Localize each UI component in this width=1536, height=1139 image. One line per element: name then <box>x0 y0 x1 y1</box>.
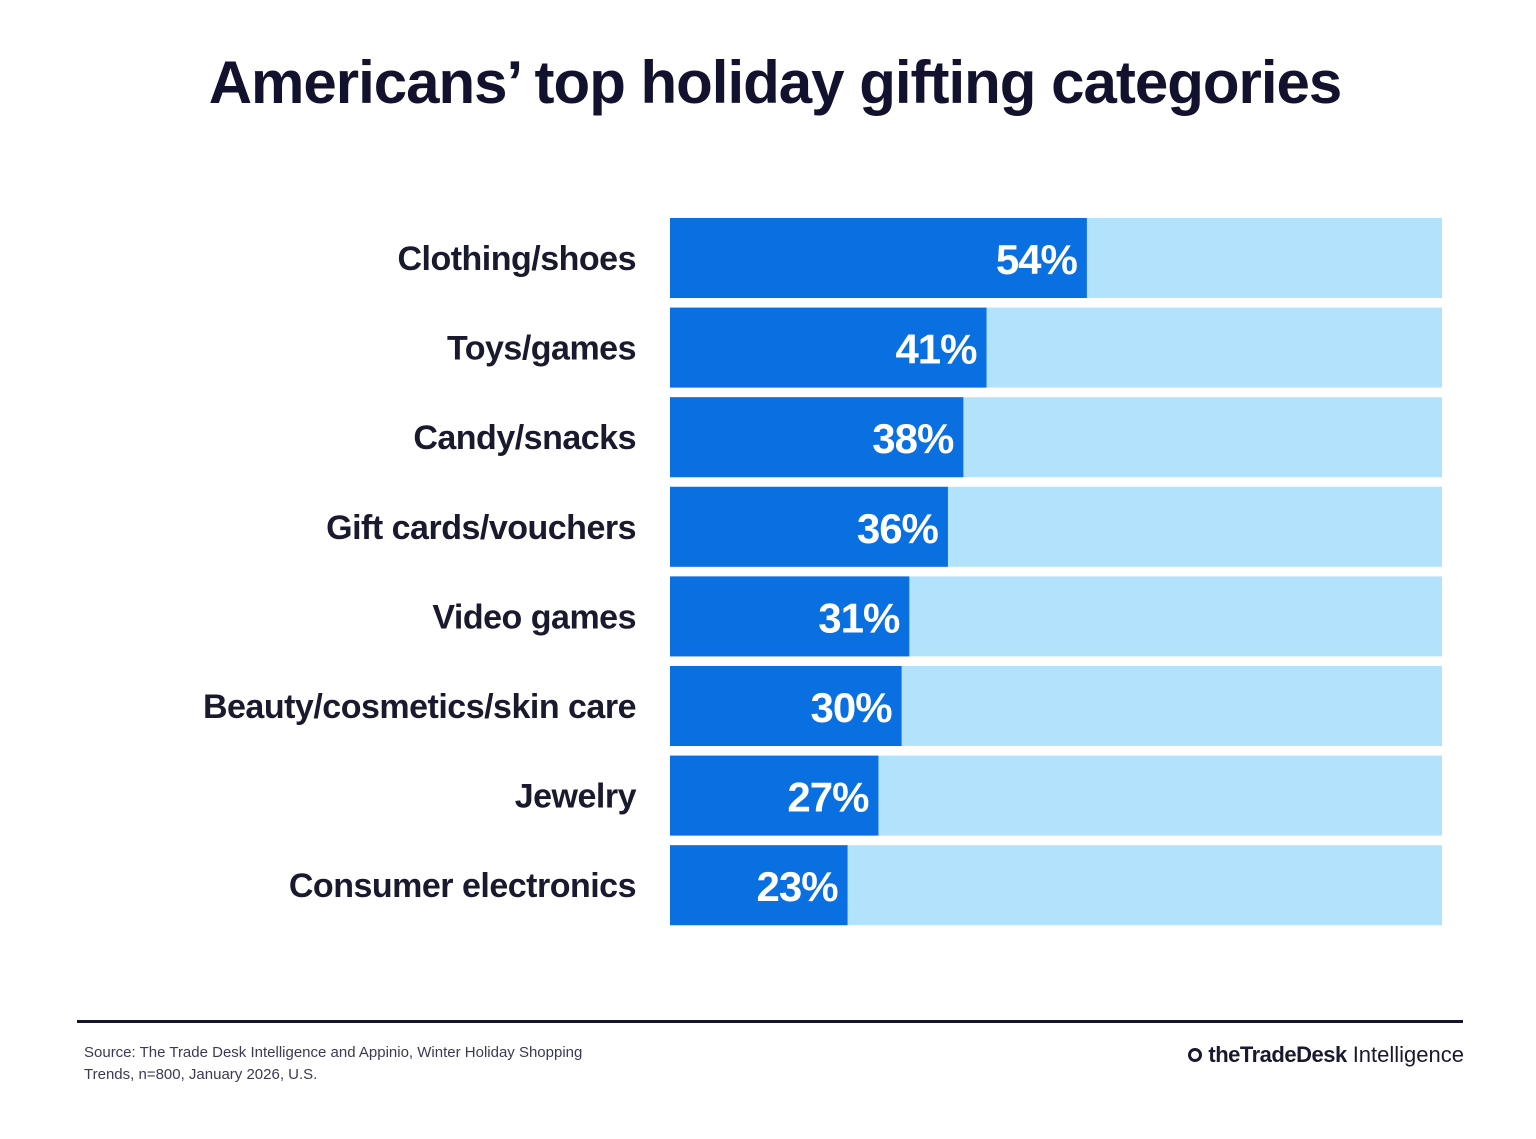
bar <box>670 218 1087 298</box>
footer-divider <box>77 1020 1463 1023</box>
chart-title: Americans’ top holiday gifting categorie… <box>208 49 1343 116</box>
category-label: Video games <box>432 598 636 636</box>
value-label: 23% <box>756 863 838 910</box>
value-label: 30% <box>811 684 893 731</box>
bar <box>670 486 948 567</box>
value-label: 54% <box>996 236 1078 283</box>
bar <box>670 307 987 388</box>
bar <box>670 755 879 836</box>
value-label: 36% <box>857 505 939 552</box>
category-label: Consumer electronics <box>289 867 636 905</box>
value-label: 31% <box>818 594 900 641</box>
bar <box>670 666 902 746</box>
category-label: Jewelry <box>515 778 637 816</box>
category-label: Gift cards/vouchers <box>326 509 636 547</box>
category-label: Beauty/cosmetics/skin care <box>203 688 636 726</box>
bar <box>670 845 848 926</box>
brand-logo: theTradeDesk Intelligence <box>1188 1042 1464 1068</box>
logo-brand: theTradeDesk <box>1208 1042 1347 1067</box>
category-label: Clothing/shoes <box>397 240 636 278</box>
category-label: Toys/games <box>447 330 636 368</box>
source-note: Source: The Trade Desk Intelligence and … <box>84 1044 583 1083</box>
bar <box>670 576 910 657</box>
value-label: 27% <box>787 774 869 821</box>
logo-suffix: Intelligence <box>1352 1042 1464 1067</box>
value-label: 41% <box>895 326 977 373</box>
logo-icon <box>1188 1048 1203 1062</box>
category-label: Candy/snacks <box>413 419 636 457</box>
bar <box>670 397 964 478</box>
bar-chart: Clothing/shoes 54% Toys/games 41% Candy/snac… <box>203 218 1442 926</box>
value-label: 38% <box>872 415 954 462</box>
